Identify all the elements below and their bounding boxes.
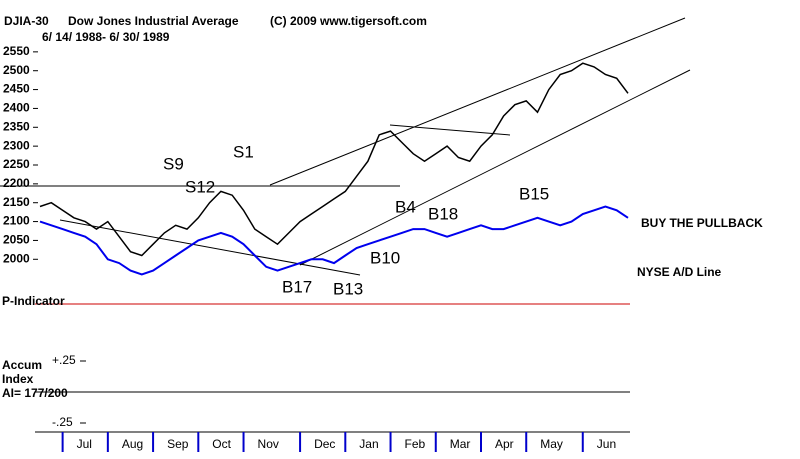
y-tick-label: 2250 [3,157,30,171]
x-tick-label: Jan [359,437,378,451]
annotation: P-Indicator [2,294,65,308]
subtitle: 6/ 14/ 1988- 6/ 30/ 1989 [42,30,170,44]
series-line [39,62,629,257]
series-name: DJIA-30 [4,14,49,28]
annotation: AI= 177/200 [2,386,68,400]
annotation: B10 [370,248,400,267]
y-tick-label: 2050 [3,233,30,247]
annotation: B15 [519,184,549,203]
x-tick-label: Jul [77,437,92,451]
x-tick-label: Jun [597,437,616,451]
y-tick-label: 2500 [3,63,30,77]
y-tick-label: 2100 [3,214,30,228]
annotation: B13 [333,279,363,298]
annotation: S12 [185,177,215,196]
y-tick-label: 2450 [3,82,30,96]
channel-lines [0,17,691,276]
x-tick-label: Feb [405,437,426,451]
x-tick-label: Sep [167,437,189,451]
chart-title: Dow Jones Industrial Average [68,14,239,28]
annotation: S1 [233,142,254,161]
y-tick-label: 2350 [3,119,30,133]
source: (C) 2009 www.tigersoft.com [270,14,427,28]
annotation: Index [2,372,34,386]
y-tick-label: 2000 [3,251,30,265]
y-tick-label: 2550 [3,44,30,58]
x-tick-label: Aug [122,437,143,451]
x-tick-label: Nov [258,437,279,451]
y-tick-label: 2300 [3,138,30,152]
annotation: B18 [428,204,458,223]
x-tick-label: May [540,437,563,451]
x-tick-label: Dec [314,437,335,451]
annotation: BUY THE PULLBACK [641,216,763,230]
y-tick-label: 2150 [3,195,30,209]
annotation: B4 [395,197,416,216]
series-line [39,205,629,276]
x-tick-label: Apr [495,437,514,451]
accum-tick-label: -.25 [52,415,73,429]
accum-tick-label: +.25 [52,353,76,367]
y-tick-label: 2200 [3,176,30,190]
annotation: B17 [282,277,312,296]
legend-entry: NYSE A/D Line [637,265,722,279]
x-tick-label: Mar [450,437,471,451]
x-tick-label: Oct [212,437,231,451]
annotation: S9 [163,154,184,173]
annotation: Accum [2,358,42,372]
y-tick-label: 2400 [3,101,30,115]
